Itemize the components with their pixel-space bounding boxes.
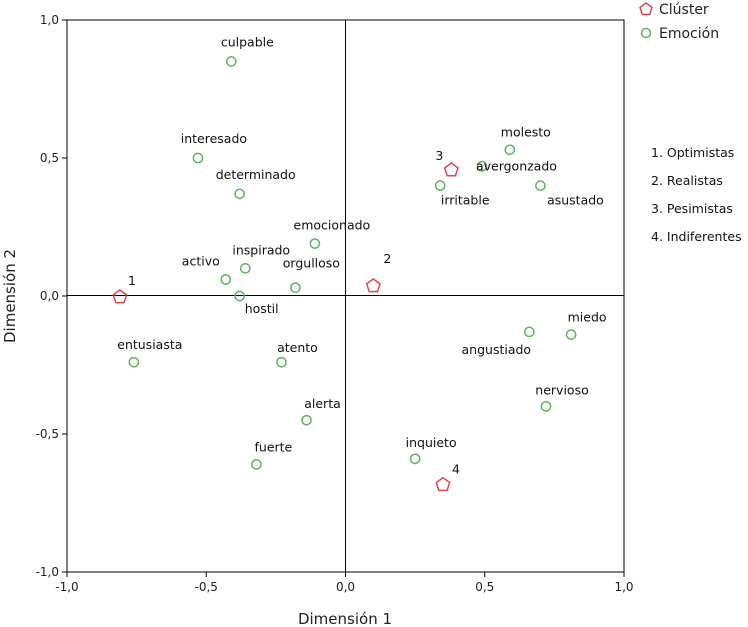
y-tick-label: 0,5 [40, 151, 59, 165]
emotion-point-asustado [535, 180, 546, 191]
emotion-point-irritable [434, 180, 446, 191]
cluster-point-1 [112, 289, 128, 304]
axis-ticks: -1,0 -0,5 0,0 0,5 1,0 -1,0 -0,5 0,0 0,5 1,0 [36, 13, 634, 594]
emotion-label-fuerte: fuerte [255, 439, 293, 454]
cluster-key-item: 3. Pesimistas [651, 201, 733, 216]
y-tick-label: -0,5 [36, 427, 59, 441]
emotion-label-orgulloso: orgulloso [283, 256, 340, 271]
emotion-label-alerta: alerta [304, 396, 341, 411]
x-tick-label: -0,5 [195, 580, 218, 594]
emotion-point-miedo [565, 329, 577, 340]
emotion-point-entusiasta [128, 356, 140, 368]
emotion-point-alerta [301, 414, 312, 426]
cluster-label-1: 1 [128, 273, 136, 288]
emotion-label-determinado: determinado [216, 167, 296, 182]
cluster-key: 1. Optimistas 2. Realistas 3. Pesimistas… [651, 145, 742, 244]
legend-label-emotion: Emoción [659, 26, 719, 42]
emotion-label-nervioso: nervioso [535, 382, 588, 397]
emotion-label-hostil: hostil [245, 301, 279, 316]
emotion-point-inquieto [409, 453, 421, 465]
emotion-point-hostil [234, 290, 246, 302]
emotion-point-determinado [234, 188, 246, 200]
legend: Clúster Emoción [639, 2, 719, 42]
x-tick-label: 0,0 [336, 580, 355, 594]
cluster-label-3: 3 [435, 148, 443, 163]
emotion-label-avergonzado: avergonzado [476, 158, 557, 173]
emotion-label-asustado: asustado [547, 193, 604, 208]
x-axis-title: Dimensión 1 [298, 610, 392, 627]
emotion-point-atento [276, 356, 287, 368]
emotion-label-atento: atento [277, 340, 318, 355]
emotion-label-interesado: interesado [181, 131, 247, 146]
data-points: 1 2 3 4 culpable interesado determinado emocion… [112, 34, 607, 492]
legend-pentagon-icon [639, 2, 653, 16]
x-tick-label: -1,0 [55, 580, 78, 594]
emotion-point-emocionado [309, 238, 321, 249]
emotion-point-orgulloso [290, 282, 301, 294]
emotion-point-culpable [225, 56, 237, 67]
emotion-label-entusiasta: entusiasta [117, 337, 182, 352]
emotion-label-irritable: irritable [441, 193, 490, 208]
cluster-key-item: 4. Indiferentes [651, 229, 742, 244]
y-tick-label: -1,0 [36, 565, 59, 579]
cluster-label-4: 4 [452, 462, 460, 477]
y-tick-label: 0,0 [40, 289, 59, 303]
cluster-point-4 [435, 476, 451, 492]
emotion-point-interesado [192, 152, 204, 164]
cluster-key-item: 1. Optimistas [651, 145, 734, 160]
emotion-point-nervioso [540, 401, 552, 412]
emotion-label-activo: activo [182, 253, 220, 268]
emotion-point-angustiado [523, 326, 535, 338]
emotion-label-miedo: miedo [568, 310, 607, 325]
x-tick-label: 0,5 [475, 580, 494, 594]
emotion-label-molesto: molesto [501, 125, 551, 140]
emotion-point-avergonzado [476, 160, 488, 172]
x-tick-label: 1,0 [614, 580, 633, 594]
emotion-label-emocionado: emocionado [294, 218, 371, 233]
y-axis-title: Dimensión 2 [1, 249, 19, 343]
emotion-point-inspirado [239, 263, 251, 274]
emotion-label-inquieto: inquieto [406, 435, 457, 450]
legend-label-cluster: Clúster [659, 2, 709, 18]
emotion-label-angustiado: angustiado [462, 342, 532, 357]
emotion-point-activo [220, 274, 232, 285]
emotion-label-inspirado: inspirado [232, 242, 290, 257]
cluster-key-item: 2. Realistas [651, 173, 723, 188]
cluster-point-3 [443, 162, 459, 177]
emotion-label-culpable: culpable [221, 34, 274, 49]
emotion-point-fuerte [251, 459, 262, 470]
emotion-point-molesto [504, 144, 516, 156]
legend-circle-icon [640, 27, 652, 39]
cluster-label-2: 2 [383, 251, 391, 266]
cluster-point-2 [365, 278, 381, 293]
y-tick-label: 1,0 [40, 13, 59, 27]
